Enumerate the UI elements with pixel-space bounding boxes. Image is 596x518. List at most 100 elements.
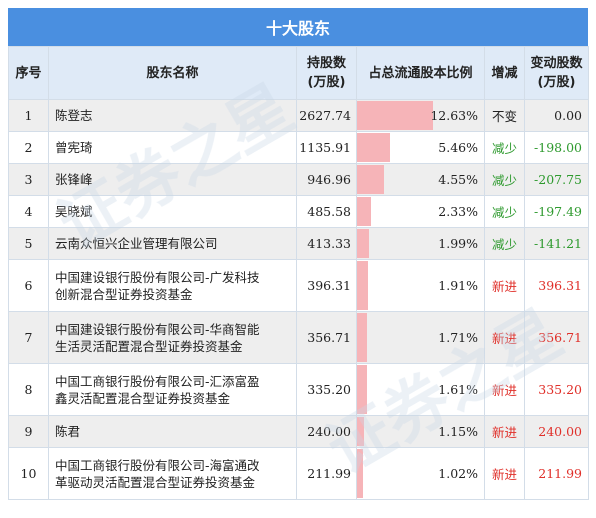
shareholder-name-line: 革驱动灵活配置混合型证券投资基金 [55,474,256,490]
header-index: 序号 [8,46,49,100]
row-index: 2 [8,131,49,164]
table-row: 3 张锋峰 946.96 4.55% 减少 -207.75 [8,163,589,196]
shareholder-name: 曾宪琦 [48,131,297,164]
shareholder-name-line: 生活灵活配置混合型证券投资基金 [55,338,243,354]
ratio-value: 1.61% [438,382,478,397]
delta-value: 335.20 [524,363,589,416]
table-row: 1 陈登志 2627.74 12.63% 不变 0.00 [8,99,589,132]
header-ratio: 占总流通股本比例 [356,46,485,100]
shareholder-name-line: 张锋峰 [55,172,93,187]
ratio-value: 2.33% [438,204,478,219]
delta-value: 356.71 [524,311,589,364]
ratio-value: 12.63% [430,108,478,123]
change-status: 减少 [484,163,525,196]
table-body: 1 陈登志 2627.74 12.63% 不变 0.00 2 曾宪琦 1135.91 5.46% 减… [8,99,589,500]
ratio-cell: 5.46% [356,131,485,164]
ratio-cell: 4.55% [356,163,485,196]
ratio-bar [357,449,364,498]
change-status: 减少 [484,227,525,260]
shareholder-name-line: 中国工商银行股份有限公司-海富通改 [55,457,260,473]
ratio-bar [357,261,369,310]
holding-value: 946.96 [296,163,357,196]
delta-value: -197.49 [524,195,589,228]
change-status: 减少 [484,131,525,164]
holding-value: 413.33 [296,227,357,260]
change-status: 减少 [484,195,525,228]
ratio-cell: 1.71% [356,311,485,364]
shareholder-name: 陈登志 [48,99,297,132]
delta-value: 0.00 [524,99,589,132]
table-title: 十大股东 [8,8,588,46]
ratio-bar [357,101,433,130]
ratio-cell: 1.61% [356,363,485,416]
ratio-bar [357,313,368,362]
header-row: 序号 股东名称 持股数 (万股) 占总流通股本比例 增减 变动股数 (万股) [8,46,589,100]
ratio-bar [357,197,372,226]
header-holding-line1: 持股数 [306,56,346,71]
holding-value: 240.00 [296,415,357,448]
shareholder-name-line: 云南众恒兴企业管理有限公司 [55,236,218,251]
holding-value: 211.99 [296,447,357,500]
ratio-value: 1.02% [438,466,478,481]
table-row: 2 曾宪琦 1135.91 5.46% 减少 -198.00 [8,131,589,164]
shareholder-name: 张锋峰 [48,163,297,196]
row-index: 1 [8,99,49,132]
table-row: 4 吴晓斌 485.58 2.33% 减少 -197.49 [8,195,589,228]
holding-value: 1135.91 [296,131,357,164]
holding-value: 396.31 [296,259,357,312]
shareholder-name: 中国建设银行股份有限公司-华商智能 生活灵活配置混合型证券投资基金 [48,311,297,364]
shareholder-name: 吴晓斌 [48,195,297,228]
change-status: 新进 [484,259,525,312]
shareholder-name: 中国工商银行股份有限公司-汇添富盈 鑫灵活配置混合型证券投资基金 [48,363,297,416]
holding-value: 356.71 [296,311,357,364]
table-row: 8 中国工商银行股份有限公司-汇添富盈 鑫灵活配置混合型证券投资基金 335.20 1.… [8,363,589,416]
delta-value: 396.31 [524,259,589,312]
table-row: 10 中国工商银行股份有限公司-海富通改 革驱动灵活配置混合型证券投资基金 211.9… [8,447,589,500]
shareholder-name-line: 中国建设银行股份有限公司-华商智能 [55,321,260,337]
header-delta-line1: 变动股数 [530,56,583,71]
ratio-bar [357,229,369,258]
shareholder-name-line: 鑫灵活配置混合型证券投资基金 [55,390,231,406]
header-delta: 变动股数 (万股) [524,46,589,100]
row-index: 8 [8,363,49,416]
row-index: 9 [8,415,49,448]
shareholder-name: 中国工商银行股份有限公司-海富通改 革驱动灵活配置混合型证券投资基金 [48,447,297,500]
ratio-bar [357,417,364,446]
change-status: 新进 [484,415,525,448]
ratio-cell: 1.91% [356,259,485,312]
shareholder-name-line: 陈登志 [55,108,93,123]
delta-value: 211.99 [524,447,589,500]
change-status: 新进 [484,447,525,500]
shareholder-name-line: 吴晓斌 [55,204,93,219]
shareholder-name-line: 陈君 [55,424,81,439]
change-status: 不变 [484,99,525,132]
table-row: 5 云南众恒兴企业管理有限公司 413.33 1.99% 减少 -141.21 [8,227,589,260]
holding-value: 2627.74 [296,99,357,132]
table-row: 7 中国建设银行股份有限公司-华商智能 生活灵活配置混合型证券投资基金 356.71 1… [8,311,589,364]
delta-value: -198.00 [524,131,589,164]
change-status: 新进 [484,311,525,364]
ratio-cell: 12.63% [356,99,485,132]
table-row: 6 中国建设银行股份有限公司-广发科技 创新混合型证券投资基金 396.31 1.91%… [8,259,589,312]
row-index: 3 [8,163,49,196]
header-name: 股东名称 [48,46,297,100]
delta-value: -141.21 [524,227,589,260]
ratio-cell: 1.02% [356,447,485,500]
ratio-bar [357,165,385,194]
change-status: 新进 [484,363,525,416]
ratio-value: 4.55% [438,172,478,187]
delta-value: -207.75 [524,163,589,196]
ratio-cell: 1.99% [356,227,485,260]
row-index: 5 [8,227,49,260]
row-index: 4 [8,195,49,228]
table-row: 9 陈君 240.00 1.15% 新进 240.00 [8,415,589,448]
ratio-bar [357,365,367,414]
shareholder-name-line: 中国建设银行股份有限公司-广发科技 [55,269,260,285]
holding-value: 485.58 [296,195,357,228]
shareholder-name: 云南众恒兴企业管理有限公司 [48,227,297,260]
ratio-value: 1.91% [438,278,478,293]
shareholder-name: 陈君 [48,415,297,448]
ratio-value: 1.15% [438,424,478,439]
row-index: 6 [8,259,49,312]
holding-value: 335.20 [296,363,357,416]
